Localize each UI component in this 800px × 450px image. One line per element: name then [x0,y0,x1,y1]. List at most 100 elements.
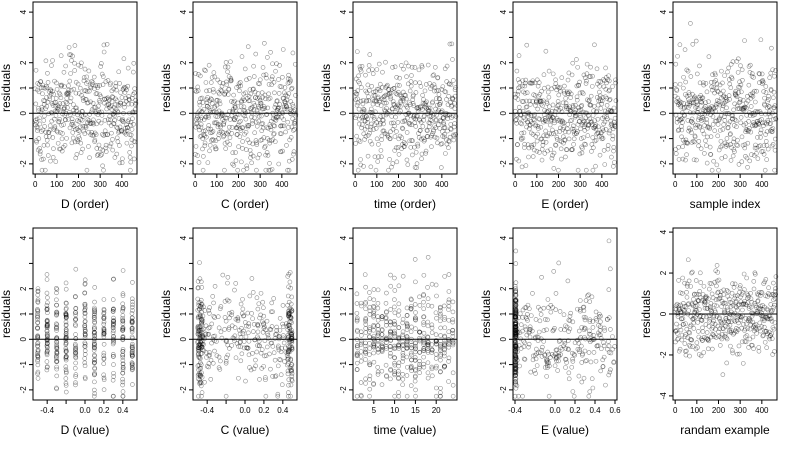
data-point [429,83,435,89]
data-point [686,278,692,284]
data-point [578,104,584,109]
data-point [594,95,600,100]
data-point [722,300,727,306]
data-point [383,300,389,306]
data-point [559,75,565,80]
data-point [425,107,431,113]
data-point [513,334,519,339]
data-point [728,158,734,163]
data-point [442,346,447,352]
data-point [754,151,759,156]
data-point [242,98,247,103]
data-point [60,101,66,106]
data-point [279,131,284,137]
data-point [592,118,597,123]
data-point [425,375,431,381]
data-point [413,116,418,122]
data-point [70,119,75,125]
data-point [442,353,447,359]
data-point [409,122,415,128]
data-point [572,110,577,116]
data-point [250,118,255,124]
data-point [266,82,272,87]
data-point [704,120,710,126]
data-point [445,112,451,117]
data-point [44,349,50,355]
data-point [719,155,725,161]
data-point [570,359,576,364]
data-point [408,145,414,150]
y-tick-label: 2 [339,286,348,291]
data-point [754,305,759,310]
data-point [223,358,229,364]
data-point [35,299,40,304]
data-point [260,319,265,324]
data-point [523,104,529,110]
x-axis-title: E (value) [541,423,589,437]
data-point [120,291,126,297]
data-point [528,313,534,318]
data-point [422,137,428,143]
data-point [265,332,271,338]
data-point [48,158,53,164]
data-point [387,344,393,349]
data-point [196,355,202,360]
data-point [73,372,79,377]
data-point [51,100,57,106]
data-point [742,338,748,344]
data-point [551,327,557,333]
data-point [607,97,613,102]
data-point [703,295,708,301]
data-point [44,277,50,282]
data-point [289,338,295,343]
data-point [371,343,377,349]
data-point [263,167,269,173]
data-point [131,122,136,127]
data-point [763,329,769,334]
data-point [194,89,199,94]
data-point [737,99,743,105]
data-point [269,138,274,143]
data-point [743,129,748,134]
data-point [120,316,125,321]
data-point [710,114,716,119]
data-point [370,110,375,116]
data-point [388,337,393,343]
data-point [264,75,269,81]
data-point [289,345,295,351]
data-point [383,316,389,321]
data-point [576,83,582,88]
data-point [709,107,714,113]
data-point [408,102,413,107]
data-point [229,99,234,104]
data-point [202,67,207,73]
data-point [54,351,60,356]
data-point [746,126,752,131]
data-point [429,303,435,309]
data-point [204,88,209,94]
data-point [41,102,47,107]
data-point [210,360,216,366]
data-point [566,89,572,95]
data-point [689,140,695,145]
data-point [425,134,430,139]
data-point [232,105,238,110]
data-point [274,115,279,120]
data-point [607,369,613,375]
data-point [269,82,274,87]
data-point [288,135,294,140]
data-point [413,387,418,393]
data-point [554,347,560,353]
data-point [239,311,245,316]
data-point [195,285,201,291]
data-point [120,361,126,367]
data-point [35,128,40,133]
data-point [702,123,707,128]
data-point [50,103,56,108]
data-point [597,89,602,95]
data-point [130,116,135,121]
data-point [595,102,601,108]
data-point [64,136,69,141]
data-point [608,327,613,332]
data-point [196,393,201,399]
